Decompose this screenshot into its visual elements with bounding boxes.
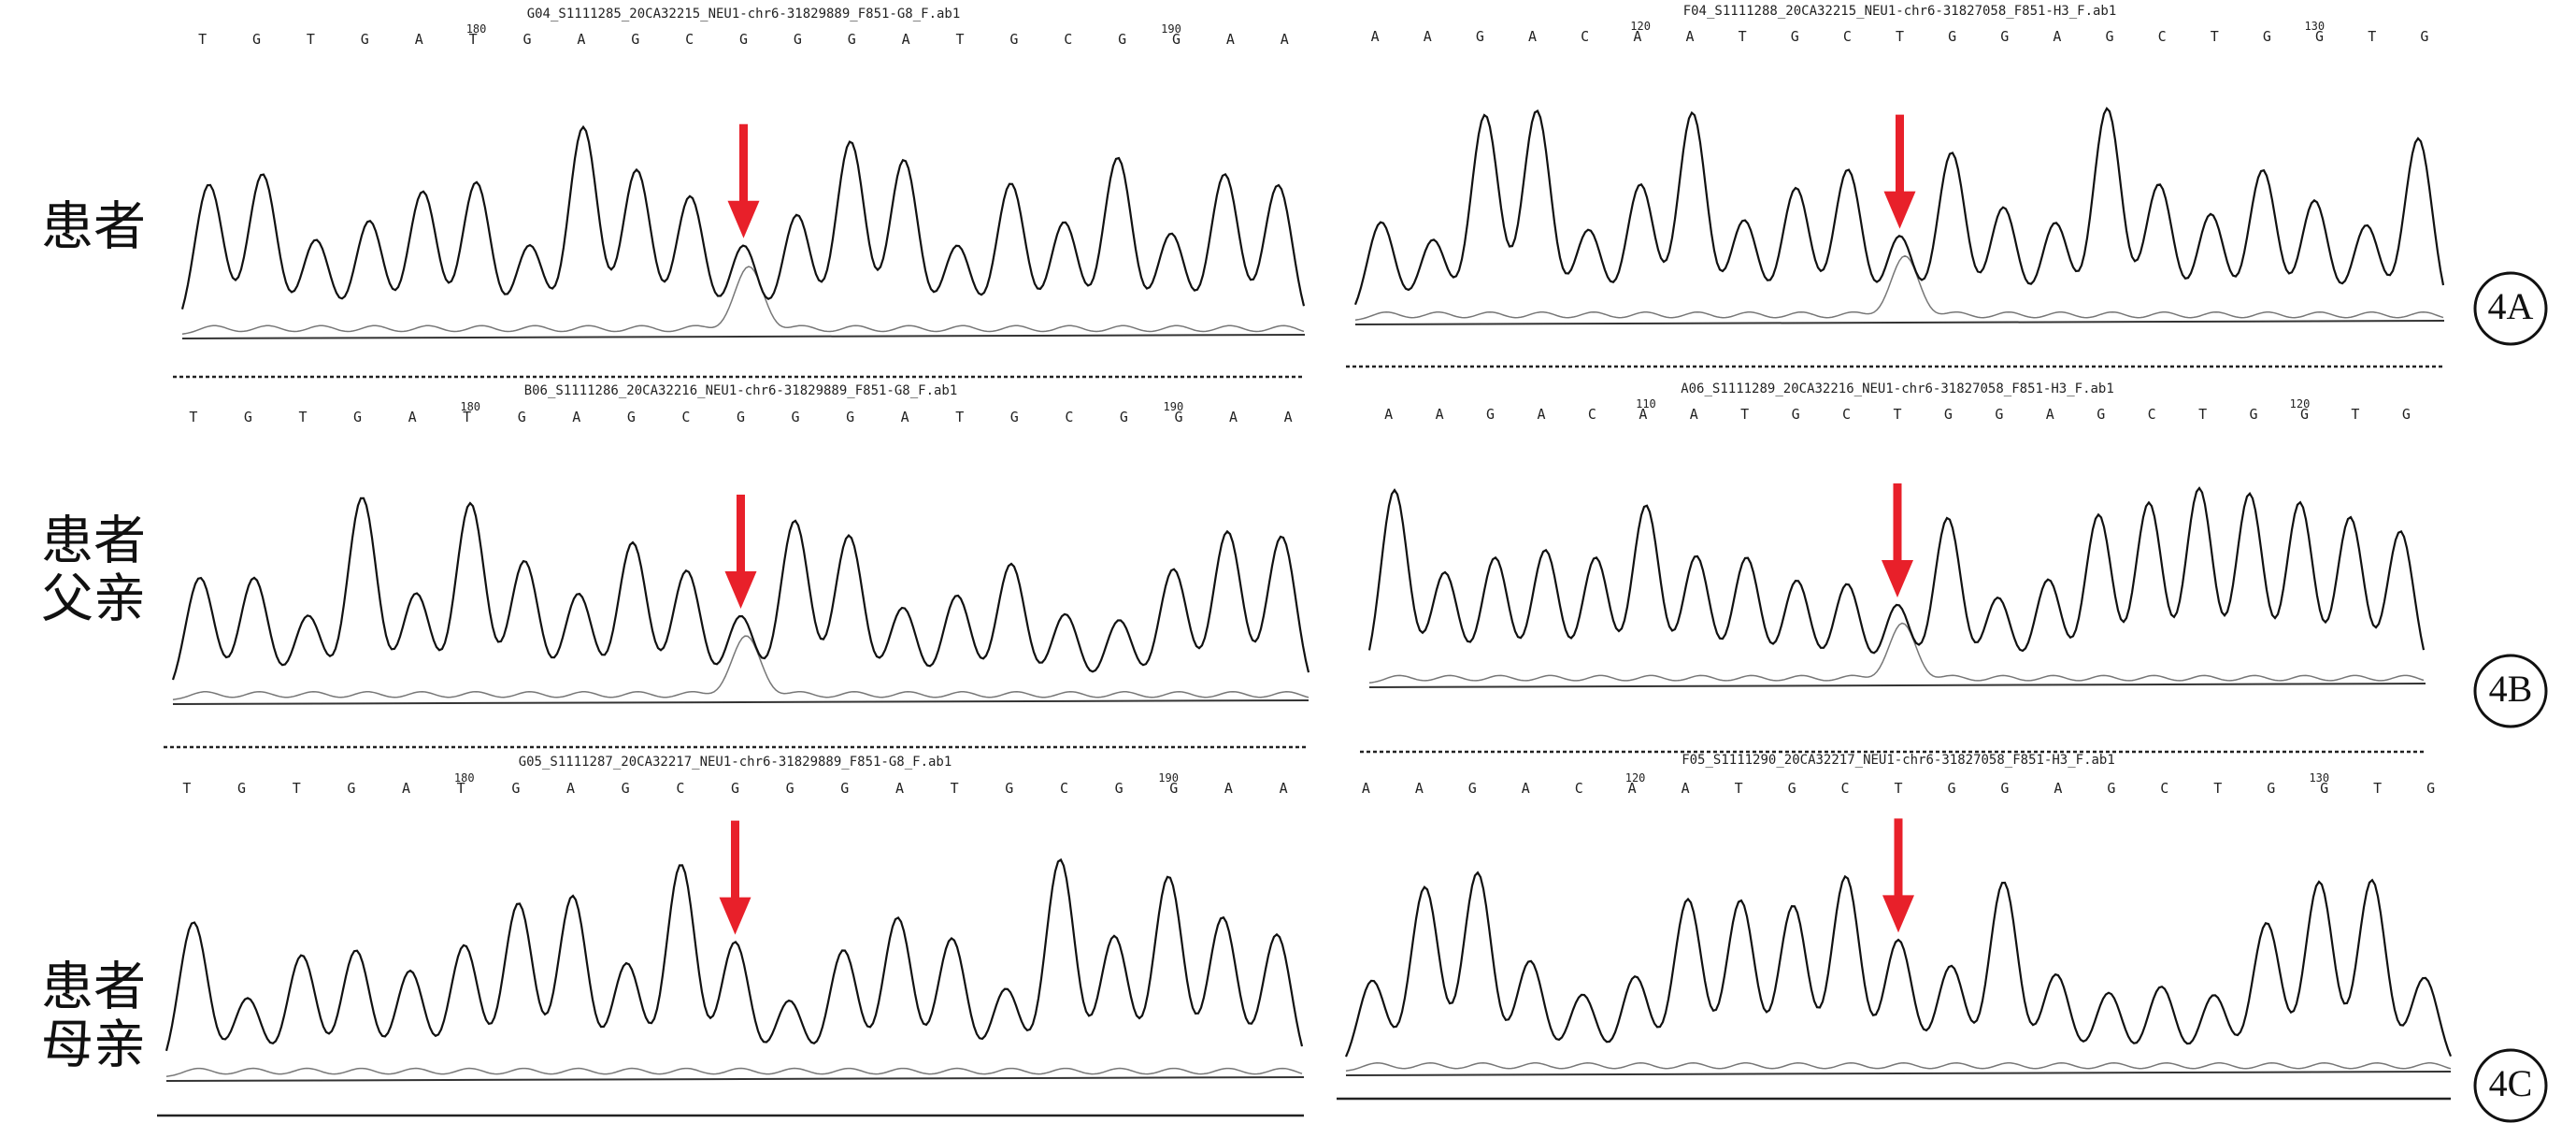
position: 190 bbox=[1161, 22, 1181, 36]
panel-circle bbox=[2473, 654, 2548, 728]
position: 180 bbox=[466, 22, 487, 36]
row-label: 患者 bbox=[41, 197, 146, 258]
file-name: G05_S1111287_20CA32217_NEU1-chr6-3182988… bbox=[519, 755, 952, 770]
baseline bbox=[1354, 320, 2445, 325]
file-name: G04_S1111285_20CA32215_NEU1-chr6-3182988… bbox=[527, 7, 961, 22]
panel-circle bbox=[2473, 1048, 2548, 1123]
base-calls: T G T G A T G A G C G G G A T G C G G A … bbox=[189, 409, 1292, 425]
trace bbox=[171, 497, 1310, 681]
position: 180 bbox=[454, 771, 475, 785]
arrow-head bbox=[1882, 560, 1913, 597]
base-calls: A A G A C A A T G C T G G A G C T G G T … bbox=[1371, 28, 2429, 45]
trace-secondary bbox=[165, 1067, 1303, 1077]
base-calls: T G T G A T G A G C G G G A T G C G G A … bbox=[182, 780, 1287, 797]
file-name: F04_S1111288_20CA32215_NEU1-chr6-3182705… bbox=[1683, 4, 2117, 19]
baseline bbox=[165, 1076, 1305, 1082]
position: 120 bbox=[1630, 20, 1651, 33]
position: 120 bbox=[2290, 397, 2311, 410]
baseline bbox=[1368, 683, 2426, 688]
trace bbox=[180, 124, 1306, 310]
trace-secondary bbox=[1345, 1062, 2452, 1072]
base-calls: T G T G A T G A G C G G G A T G C G G A … bbox=[198, 31, 1289, 48]
row-label: 患者 bbox=[41, 957, 146, 1018]
row-label: 患者 bbox=[41, 511, 146, 572]
arrow-head bbox=[1883, 191, 1916, 229]
position: 110 bbox=[1636, 397, 1656, 410]
position: 130 bbox=[2304, 20, 2325, 33]
baseline bbox=[181, 334, 1306, 339]
row-label: 母亲 bbox=[41, 1015, 146, 1076]
position: 180 bbox=[460, 400, 480, 413]
trace bbox=[165, 857, 1304, 1052]
panel-label: 4C bbox=[2489, 1062, 2533, 1104]
position: 130 bbox=[2309, 771, 2329, 785]
trace-secondary bbox=[1368, 622, 2425, 684]
position: 120 bbox=[1625, 771, 1646, 785]
row-label: 父亲 bbox=[41, 569, 146, 630]
panel-label: 4A bbox=[2488, 285, 2534, 327]
trace bbox=[1353, 107, 2445, 306]
position: 190 bbox=[1164, 400, 1184, 413]
panel-label: 4B bbox=[2489, 668, 2533, 710]
baseline bbox=[172, 699, 1309, 705]
position: 190 bbox=[1158, 771, 1179, 785]
arrow-head bbox=[1882, 895, 1914, 933]
file-name: F05_S1111290_20CA32217_NEU1-chr6-3182705… bbox=[1682, 753, 2115, 768]
trace bbox=[1344, 871, 2453, 1058]
file-name: B06_S1111286_20CA32216_NEU1-chr6-3182988… bbox=[524, 383, 958, 398]
trace-secondary bbox=[172, 635, 1309, 700]
file-name: A06_S1111289_20CA32216_NEU1-chr6-3182705… bbox=[1681, 382, 2114, 396]
trace-secondary bbox=[1354, 254, 2444, 321]
base-calls: A A G A C A A T G C T G G A G C T G G T … bbox=[1384, 406, 2411, 423]
panel-circle bbox=[2473, 271, 2548, 346]
trace-secondary bbox=[181, 266, 1305, 335]
arrow-head bbox=[724, 571, 757, 609]
trace bbox=[1367, 486, 2426, 655]
baseline bbox=[1345, 1071, 2452, 1076]
arrow-head bbox=[727, 200, 760, 238]
base-calls: A A G A C A A T G C T G G A G C T G G T … bbox=[1362, 780, 2435, 797]
arrow-head bbox=[719, 897, 751, 935]
